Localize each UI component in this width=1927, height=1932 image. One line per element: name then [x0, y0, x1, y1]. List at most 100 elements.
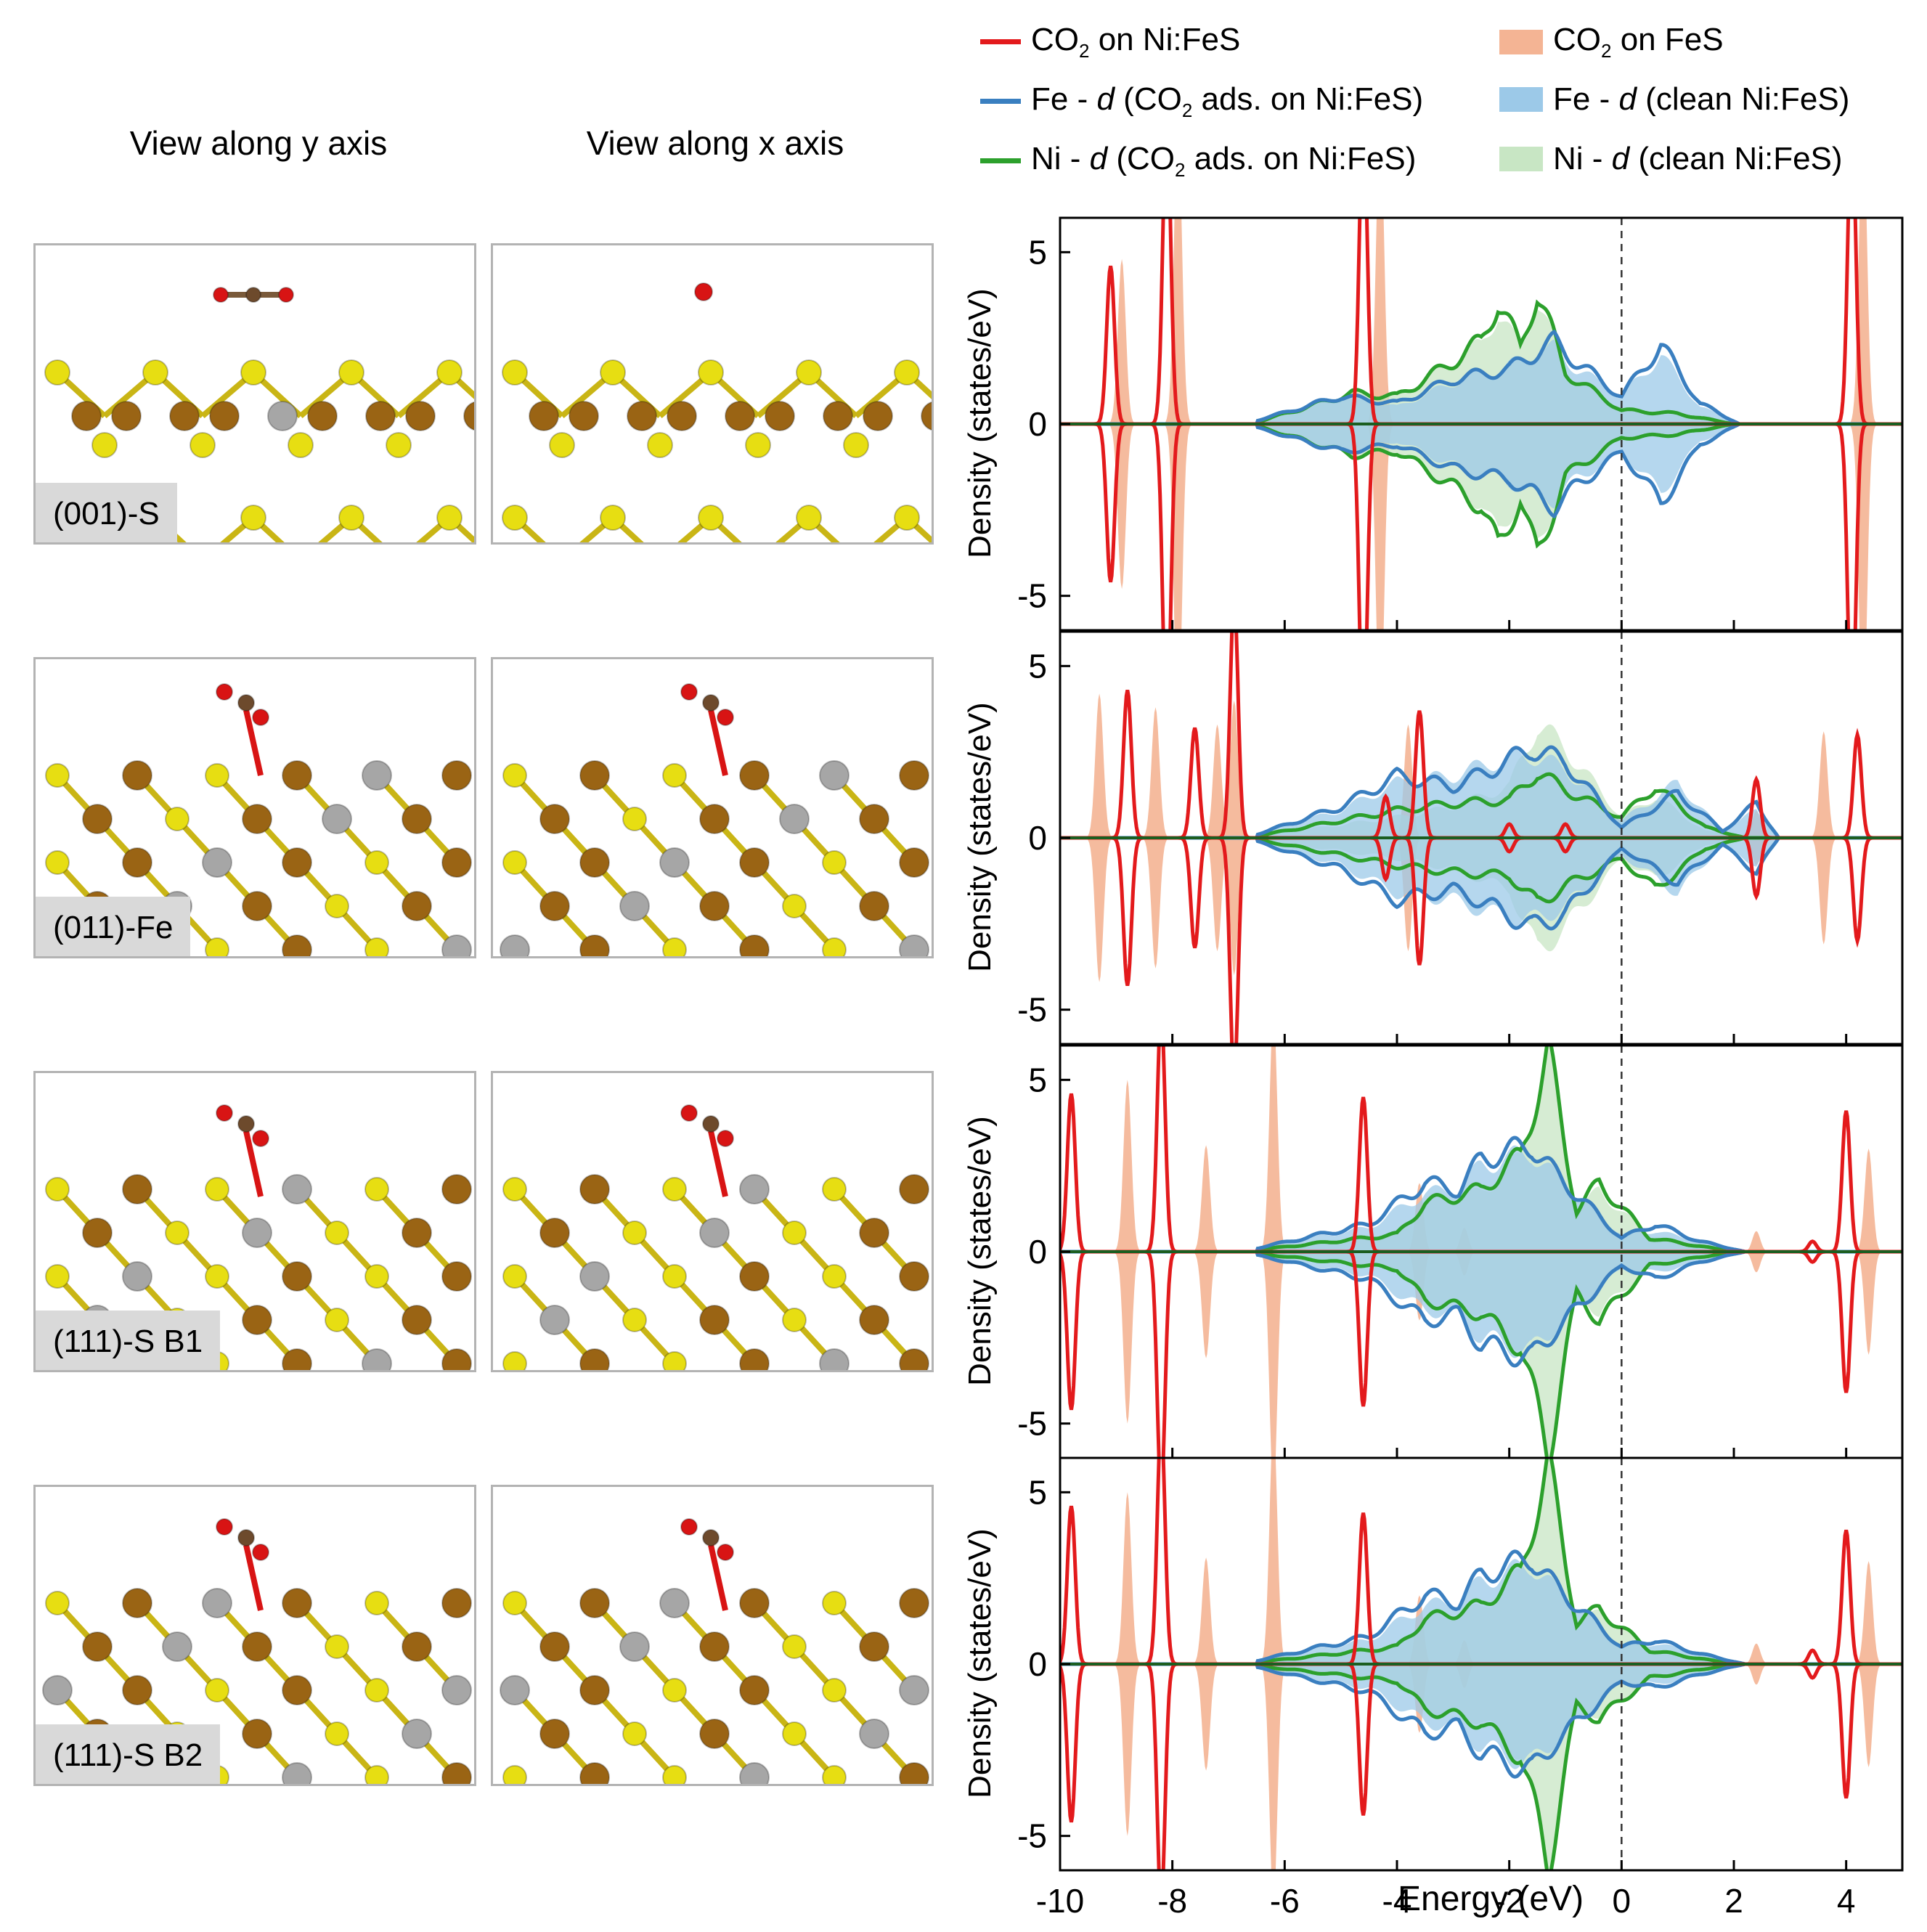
sulfur-atom — [205, 1264, 229, 1289]
series-ni-clean-spin-down — [1060, 424, 1902, 539]
iron-atom — [529, 401, 559, 431]
y-axis-label: Density (states/eV) — [962, 702, 998, 972]
sulfur-atom — [364, 1678, 389, 1703]
sulfur-atom — [698, 505, 724, 531]
iron-atom — [539, 1631, 570, 1662]
iron-atom — [307, 401, 338, 431]
sulfur-atom — [44, 359, 70, 386]
legend-label-co2-fes: CO2 on FeS — [1553, 22, 1724, 62]
nickel-atom — [619, 1631, 650, 1662]
iron-atom — [242, 891, 272, 921]
oxygen-atom — [216, 1104, 233, 1122]
sulfur-atom — [622, 1308, 647, 1332]
series-fe-clean-spin-up — [1060, 339, 1902, 424]
nickel-atom — [659, 1588, 690, 1618]
sulfur-atom — [364, 1591, 389, 1615]
iron-atom — [82, 1631, 113, 1662]
carbon-atom — [245, 287, 261, 303]
nickel-atom — [619, 891, 650, 921]
sulfur-atom — [325, 1220, 349, 1245]
bond — [243, 709, 264, 776]
oxygen-atom — [680, 1518, 698, 1536]
iron-atom — [282, 934, 312, 956]
legend-swatch-co2-nifes — [980, 39, 1021, 45]
y-axis-label: Density (states/eV) — [962, 1116, 998, 1386]
nickel-atom — [859, 1719, 889, 1749]
legend-label-ni-ads: Ni - d (CO2 ads. on Ni:FeS) — [1031, 141, 1417, 181]
iron-atom — [71, 401, 102, 431]
iron-atom — [441, 1588, 472, 1618]
iron-atom — [441, 1261, 472, 1292]
series-fe-clean-spin-up — [1060, 1145, 1902, 1252]
y-tick-label: 5 — [1028, 647, 1047, 685]
iron-atom — [402, 804, 432, 834]
iron-atom — [539, 804, 570, 834]
sulfur-atom — [142, 359, 168, 386]
iron-atom — [899, 1348, 929, 1370]
sulfur-atom — [782, 1220, 807, 1245]
iron-atom — [579, 1348, 610, 1370]
iron-atom — [539, 1218, 570, 1248]
iron-atom — [739, 934, 770, 956]
iron-atom — [859, 891, 889, 921]
sulfur-atom — [822, 1765, 847, 1784]
sulfur-atom — [386, 432, 412, 458]
nickel-atom — [739, 1174, 770, 1205]
iron-atom — [282, 760, 312, 791]
iron-atom — [441, 1174, 472, 1205]
iron-atom — [82, 1218, 113, 1248]
sulfur-atom — [45, 1591, 70, 1615]
facet-label: (111)-S B1 — [36, 1311, 221, 1370]
col-title-y: View along y axis — [129, 124, 388, 162]
sulfur-atom — [364, 1177, 389, 1202]
iron-atom — [765, 401, 795, 431]
sulfur-atom — [822, 1591, 847, 1615]
legend-fe-clean: Fe - d (clean Ni:FeS) — [1499, 81, 1849, 118]
iron-atom — [82, 804, 113, 834]
y-tick-label: 0 — [1028, 405, 1047, 443]
iron-atom — [282, 1348, 312, 1370]
sulfur-atom — [325, 1634, 349, 1659]
oxygen-atom — [694, 282, 713, 301]
sulfur-atom — [436, 505, 463, 531]
sulfur-atom — [662, 1177, 687, 1202]
iron-atom — [282, 1675, 312, 1705]
nickel-atom — [819, 1348, 850, 1370]
sulfur-atom — [662, 1765, 687, 1784]
carbon-atom — [237, 1115, 255, 1133]
nickel-atom — [441, 1675, 472, 1705]
sulfur-atom — [364, 1264, 389, 1289]
iron-atom — [699, 891, 730, 921]
legend-swatch-ni-ads — [980, 158, 1021, 164]
sulfur-atom — [165, 1220, 190, 1245]
sulfur-atom — [662, 1264, 687, 1289]
iron-atom — [823, 401, 853, 431]
legend: CO2 on Ni:FeS CO2 on FeS Fe - d (CO2 ads… — [980, 15, 1924, 189]
iron-atom — [859, 1305, 889, 1335]
sulfur-atom — [205, 1678, 229, 1703]
iron-atom — [579, 847, 610, 878]
sulfur-atom — [662, 1351, 687, 1370]
nickel-atom — [500, 1675, 530, 1705]
legend-swatch-ni-clean — [1499, 147, 1543, 171]
series-fe-clean-spin-down — [1060, 838, 1902, 927]
iron-atom — [402, 891, 432, 921]
sulfur-atom — [502, 1765, 527, 1784]
iron-atom — [627, 401, 657, 431]
structure-panel: (111)-S B2 — [33, 1485, 476, 1786]
iron-atom — [863, 401, 893, 431]
sulfur-atom — [502, 1591, 527, 1615]
facet-label: (011)-Fe — [36, 897, 191, 956]
iron-atom — [122, 760, 152, 791]
legend-label-co2-nifes: CO2 on Ni:FeS — [1031, 22, 1241, 62]
iron-atom — [899, 1762, 929, 1784]
iron-atom — [209, 401, 240, 431]
sulfur-atom — [205, 937, 229, 956]
sulfur-atom — [822, 937, 847, 956]
iron-atom — [463, 401, 474, 431]
sulfur-atom — [325, 1308, 349, 1332]
nickel-atom — [899, 934, 929, 956]
nickel-atom — [282, 1174, 312, 1205]
bond — [708, 1130, 728, 1197]
sulfur-atom — [502, 505, 528, 531]
